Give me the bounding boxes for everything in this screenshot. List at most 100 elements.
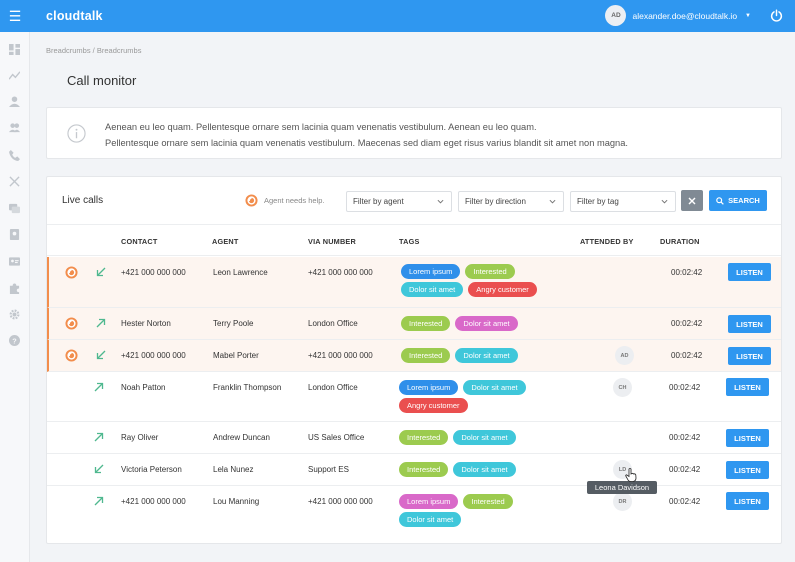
live-calls-title: Live calls [62, 195, 104, 206]
tag: Angry customer [468, 282, 537, 297]
arrow-up-right-icon [94, 432, 104, 442]
tag: Lorem ipsum [399, 380, 459, 395]
via-number-cell: London Office [308, 319, 358, 328]
help-ring-icon [65, 317, 78, 330]
listen-button[interactable]: LISTEN [728, 263, 771, 281]
puzzle-icon[interactable] [9, 283, 20, 294]
listen-button[interactable]: LISTEN [728, 315, 771, 333]
tags-cell: Interested Dolor sit amet [401, 316, 561, 331]
contact-cell: Noah Patton [121, 383, 166, 392]
duration-cell: 00:02:42 [671, 268, 703, 277]
column-via-number[interactable]: VIA NUMBER [308, 237, 356, 246]
column-contact[interactable]: CONTACT [121, 237, 158, 246]
filter-by-agent-select[interactable]: Filter by agent [346, 191, 452, 212]
column-duration[interactable]: DURATION [660, 237, 700, 246]
contact-cell: Ray Oliver [121, 433, 159, 442]
agent-cell: Terry Poole [213, 319, 254, 328]
tag: Dolor sit amet [455, 348, 518, 363]
listen-button[interactable]: LISTEN [726, 378, 769, 396]
user-email[interactable]: alexander.doe@cloudtalk.io [632, 10, 738, 21]
trending-icon[interactable] [9, 70, 20, 81]
tag: Interested [463, 494, 513, 509]
attended-avatar[interactable]: CH [613, 378, 632, 397]
attended-tooltip: Leona Davidson [587, 481, 657, 494]
info-text: Aenean eu leo quam. Pellentesque ornare … [105, 119, 628, 151]
listen-button[interactable]: LISTEN [728, 347, 771, 365]
phone-icon[interactable] [9, 150, 20, 161]
table-row[interactable]: +421 000 000 000 Leon Lawrence +421 000 … [47, 257, 781, 308]
table-row[interactable]: Noah Patton Franklin Thompson London Off… [47, 372, 781, 422]
table-row[interactable]: +421 000 000 000 Lou Manning +421 000 00… [47, 486, 781, 536]
top-bar: ☰ cloudtalk AD alexander.doe@cloudtalk.i… [0, 0, 795, 32]
chevron-down-icon [661, 199, 668, 204]
table-row[interactable]: +421 000 000 000 Mabel Porter +421 000 0… [47, 340, 781, 372]
arrow-down-left-icon [96, 267, 106, 277]
duration-cell: 00:02:42 [669, 497, 701, 506]
chevron-down-icon [437, 199, 444, 204]
person-icon[interactable] [9, 96, 20, 107]
column-tags[interactable]: TAGS [399, 237, 420, 246]
hand-cursor-icon [625, 468, 637, 482]
filter-by-direction-select[interactable]: Filter by direction [458, 191, 564, 212]
search-icon [716, 196, 724, 205]
search-button[interactable]: SEARCH [709, 190, 767, 211]
tag: Interested [399, 430, 449, 445]
tags-cell: Lorem ipsum Dolor sit amet Angry custome… [399, 380, 559, 413]
user-avatar[interactable]: AD [605, 5, 627, 26]
via-number-cell: +421 000 000 000 [308, 351, 373, 360]
listen-button[interactable]: LISTEN [726, 429, 769, 447]
tags-cell: Interested Dolor sit amet [399, 462, 559, 477]
shuffle-icon[interactable] [9, 176, 20, 187]
column-agent[interactable]: AGENT [212, 237, 239, 246]
legend-text: Agent needs help. [264, 196, 325, 205]
power-icon[interactable] [770, 9, 783, 22]
agent-cell: Lela Nunez [213, 465, 254, 474]
attended-avatar[interactable]: AD [615, 346, 634, 365]
arrow-up-right-icon [94, 496, 104, 506]
table-header: CONTACT AGENT VIA NUMBER TAGS ATTENDED B… [47, 224, 781, 256]
tag: Lorem ipsum [399, 494, 459, 509]
group-icon[interactable] [9, 122, 20, 133]
tags-cell: Interested Dolor sit amet [399, 430, 559, 445]
tag: Dolor sit amet [453, 430, 516, 445]
tag: Dolor sit amet [453, 462, 516, 477]
tags-cell: Lorem ipsum Interested Dolor sit amet [399, 494, 559, 527]
agent-cell: Leon Lawrence [213, 268, 268, 277]
help-ring-icon [65, 266, 78, 279]
help-ring-icon [245, 194, 258, 207]
listen-button[interactable]: LISTEN [726, 461, 769, 479]
listen-button[interactable]: LISTEN [726, 492, 769, 510]
via-number-cell: US Sales Office [308, 433, 365, 442]
breadcrumb[interactable]: Breadcrumbs / Breadcrumbs [46, 46, 142, 55]
caret-down-icon[interactable]: ▼ [745, 12, 751, 19]
live-calls-card: Live calls Agent needs help. Filter by a… [46, 176, 782, 544]
contacts-book-icon[interactable] [9, 229, 20, 240]
gear-icon[interactable] [9, 309, 20, 320]
agent-cell: Andrew Duncan [213, 433, 270, 442]
table-row[interactable]: Victoria Peterson Lela Nunez Support ES … [47, 454, 781, 486]
attended-avatar[interactable]: LD [613, 460, 632, 479]
table-row[interactable]: Ray Oliver Andrew Duncan US Sales Office… [47, 422, 781, 454]
id-card-icon[interactable] [9, 256, 20, 267]
svg-text:?: ? [12, 336, 17, 345]
sidebar: ? [0, 32, 30, 562]
menu-icon[interactable]: ☰ [8, 7, 22, 24]
chevron-down-icon [549, 199, 556, 204]
app-logo[interactable]: cloudtalk [46, 9, 103, 23]
clear-filters-button[interactable] [681, 190, 703, 211]
via-number-cell: London Office [308, 383, 358, 392]
filter-agent-value: Filter by agent [353, 197, 404, 206]
filter-by-tag-select[interactable]: Filter by tag [570, 191, 676, 212]
help-icon[interactable]: ? [9, 335, 20, 346]
contact-cell: +421 000 000 000 [121, 497, 186, 506]
table-row[interactable]: Hester Norton Terry Poole London Office … [47, 308, 781, 340]
attended-avatar[interactable]: DR [613, 492, 632, 511]
dashboard-icon[interactable] [9, 44, 20, 55]
via-number-cell: +421 000 000 000 [308, 268, 373, 277]
tag: Interested [401, 348, 451, 363]
arrow-up-right-icon [94, 382, 104, 392]
tag: Angry customer [399, 398, 468, 413]
column-attended-by[interactable]: ATTENDED BY [580, 237, 634, 246]
chat-icon[interactable] [9, 203, 20, 214]
user-menu[interactable]: AD alexander.doe@cloudtalk.io ▼ [605, 5, 751, 26]
